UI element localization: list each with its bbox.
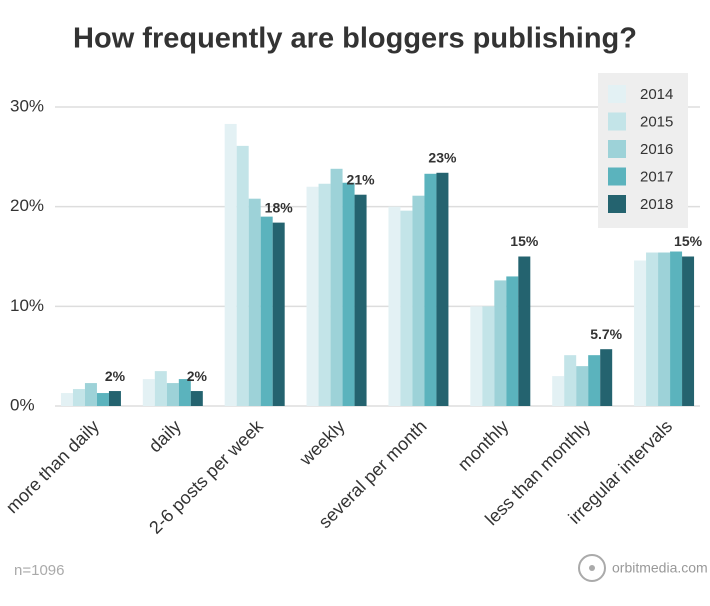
bar <box>72 389 85 406</box>
value-label: 5.7% <box>590 326 622 342</box>
value-label: 2% <box>105 368 126 384</box>
bar <box>576 366 589 406</box>
value-label: 21% <box>347 171 376 187</box>
bar <box>646 252 659 406</box>
bar <box>670 251 683 406</box>
bar <box>342 182 355 406</box>
bar <box>108 391 121 406</box>
bar <box>142 379 155 406</box>
bar <box>60 393 73 406</box>
bar <box>564 355 577 406</box>
bar <box>190 391 203 406</box>
x-tick-label: daily <box>145 416 185 456</box>
y-tick-label: 10% <box>10 296 44 315</box>
bar <box>494 280 507 406</box>
bar <box>470 306 483 406</box>
value-label: 2% <box>187 368 208 384</box>
bar <box>154 371 167 406</box>
bar <box>96 393 109 406</box>
bar <box>330 168 343 406</box>
bar <box>482 306 495 406</box>
legend-swatch <box>608 112 626 131</box>
y-tick-label: 30% <box>10 96 44 115</box>
source: orbitmedia.com <box>612 560 708 576</box>
bar <box>506 276 519 406</box>
legend-label: 2014 <box>640 86 673 103</box>
bar <box>236 145 249 406</box>
x-tick-label: monthly <box>454 416 513 475</box>
value-label: 18% <box>265 199 294 215</box>
bar <box>412 195 425 406</box>
legend-swatch <box>608 140 626 158</box>
bar <box>518 256 531 406</box>
x-tick-label: more than daily <box>2 416 103 517</box>
value-label: 15% <box>510 233 539 249</box>
bar <box>260 216 273 406</box>
x-tick-label: weekly <box>295 416 349 470</box>
legend-swatch <box>608 167 626 186</box>
bar <box>354 194 367 406</box>
bar <box>388 206 401 406</box>
legend-label: 2016 <box>640 141 673 158</box>
y-tick-label: 20% <box>10 196 44 215</box>
chart-title: How frequently are bloggers publishing? <box>73 23 637 55</box>
bar <box>634 260 647 406</box>
bar <box>400 210 413 406</box>
logo: orbitmedia.com <box>578 554 708 582</box>
bar <box>436 172 449 406</box>
y-tick-label: 0% <box>10 395 35 414</box>
legend-swatch <box>608 195 626 213</box>
bar <box>306 186 319 406</box>
value-label: 23% <box>428 149 457 165</box>
legend-label: 2015 <box>640 113 673 130</box>
logo-ring <box>578 554 606 582</box>
legend-label: 2018 <box>640 196 673 213</box>
bar <box>424 173 437 406</box>
bar <box>178 379 191 406</box>
bar <box>682 256 695 406</box>
bar <box>588 355 601 406</box>
value-label: 15% <box>674 233 703 249</box>
bar <box>318 183 331 406</box>
bar <box>166 383 179 406</box>
legend-label: 2017 <box>640 168 673 185</box>
bar <box>248 198 261 406</box>
footnote: n=1096 <box>14 562 64 579</box>
bar <box>658 252 671 406</box>
bar <box>272 222 285 406</box>
bar <box>600 349 613 406</box>
bar <box>552 376 565 406</box>
bar <box>84 383 97 406</box>
bar <box>224 123 237 407</box>
legend-swatch <box>608 85 626 103</box>
logo-dot <box>589 565 595 571</box>
